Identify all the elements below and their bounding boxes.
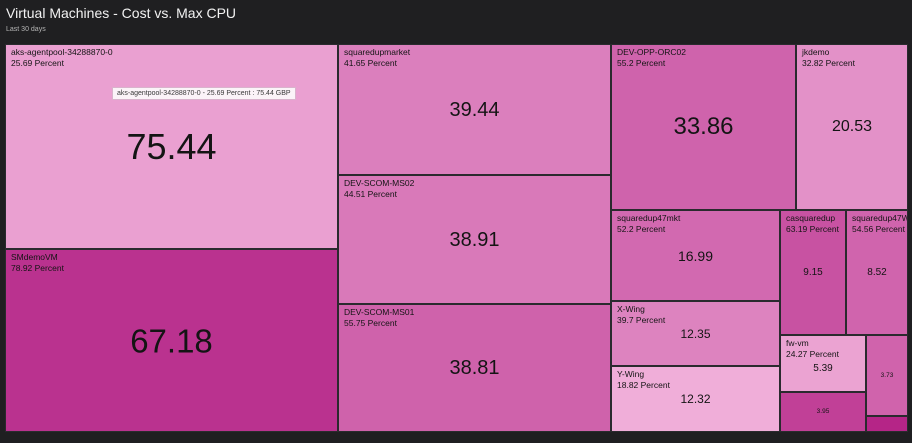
tile-name-label: fw-vm	[786, 338, 809, 348]
tile-name-label: Y-Wing	[617, 369, 645, 379]
tile-percent-label: 63.19 Percent	[786, 224, 839, 234]
tile-value-label: 67.18	[130, 322, 213, 359]
tile-value-label: 38.91	[449, 228, 500, 251]
tile-percent-label: 52.2 Percent	[617, 224, 666, 234]
tile-percent-label: 54.56 Percent	[852, 224, 905, 234]
treemap-tile[interactable]: SMdemoVM 78.92 Percent 67.18	[5, 249, 338, 432]
treemap-tile[interactable]: fw-vm 24.27 Percent 5.39	[780, 335, 866, 392]
chart-header: Virtual Machines - Cost vs. Max CPU Last…	[6, 4, 236, 35]
tile-value-label: 33.86	[673, 113, 734, 140]
tile-name-label: squaredupmarket	[344, 47, 411, 57]
tile-percent-label: 55.75 Percent	[344, 318, 397, 328]
tile-name-label: DEV-SCOM-MS01	[344, 307, 415, 317]
tile-value-label: 12.35	[680, 326, 711, 341]
tile-name-label: DEV-SCOM-MS02	[344, 178, 415, 188]
tile-name-label: SMdemoVM	[11, 252, 58, 262]
tile-percent-label: 55.2 Percent	[617, 58, 666, 68]
tile-percent-label: 18.82 Percent	[617, 380, 670, 390]
tile-value-label: 12.32	[680, 392, 711, 406]
tile-percent-label: 39.7 Percent	[617, 315, 666, 325]
treemap-tile[interactable]: 3.73	[866, 335, 908, 416]
tile-percent-label: 78.92 Percent	[11, 263, 64, 273]
tile-percent-label: 24.27 Percent	[786, 349, 839, 359]
tile-value-label: 20.53	[831, 118, 873, 135]
tile-name-label: jkdemo	[802, 47, 830, 57]
tile-percent-label: 32.82 Percent	[802, 58, 855, 68]
tile-name-label: squaredup47W	[852, 213, 908, 223]
tile-name-label: squaredup47mkt	[617, 213, 681, 223]
tile-value-label: 5.39	[813, 363, 833, 374]
tile-name-label: X-Wing	[617, 304, 645, 314]
treemap-tile[interactable]: jkdemo 32.82 Percent 20.53	[796, 44, 908, 210]
tile-name-label: aks-agentpool-34288870-0	[11, 47, 113, 57]
tile-value-label: 3.95	[816, 407, 830, 415]
time-range-subtitle: Last 30 days	[6, 26, 46, 33]
tile-value-label: 75.44	[126, 125, 217, 167]
tile-value-label: 16.99	[677, 247, 714, 264]
tile-percent-label: 44.51 Percent	[344, 189, 397, 199]
treemap-tile[interactable]	[866, 416, 908, 432]
page-title: Virtual Machines - Cost vs. Max CPU	[6, 5, 237, 21]
tile-value-label: 39.44	[449, 98, 500, 121]
tile-value-label: 8.52	[867, 266, 887, 278]
treemap-tile[interactable]: Y-Wing 18.82 Percent 12.32	[611, 366, 780, 432]
tile-name-label: casquaredup	[786, 213, 836, 223]
treemap-tile[interactable]: squaredupmarket 41.65 Percent 39.44	[338, 44, 611, 175]
treemap-tile[interactable]: DEV-SCOM-MS01 55.75 Percent 38.81	[338, 304, 611, 432]
tile-value-label: 38.81	[449, 357, 500, 379]
treemap-tile[interactable]: X-Wing 39.7 Percent 12.35	[611, 301, 780, 366]
tile-percent-label: 41.65 Percent	[344, 58, 397, 68]
tile-value-label: 3.73	[880, 371, 894, 379]
treemap-tile[interactable]: squaredup47mkt 52.2 Percent 16.99	[611, 210, 780, 301]
tile-name-label: DEV-OPP-ORC02	[617, 47, 686, 57]
tile-tooltip: aks-agentpool-34288870-0 - 25.69 Percent…	[112, 87, 296, 100]
treemap-tile[interactable]: aks-agentpool-34288870-0 25.69 Percent 75.…	[5, 44, 338, 249]
treemap-tile[interactable]: 3.95	[780, 392, 866, 432]
treemap-tile[interactable]: casquaredup 63.19 Percent 9.15	[780, 210, 846, 335]
tile-percent-label: 25.69 Percent	[11, 58, 64, 68]
tile-value-label: 9.15	[803, 266, 823, 278]
treemap-tile[interactable]: DEV-SCOM-MS02 44.51 Percent 38.91	[338, 175, 611, 304]
treemap-tile[interactable]: squaredup47W 54.56 Percent 8.52	[846, 210, 908, 335]
treemap-tile[interactable]: DEV-OPP-ORC02 55.2 Percent 33.86	[611, 44, 796, 210]
